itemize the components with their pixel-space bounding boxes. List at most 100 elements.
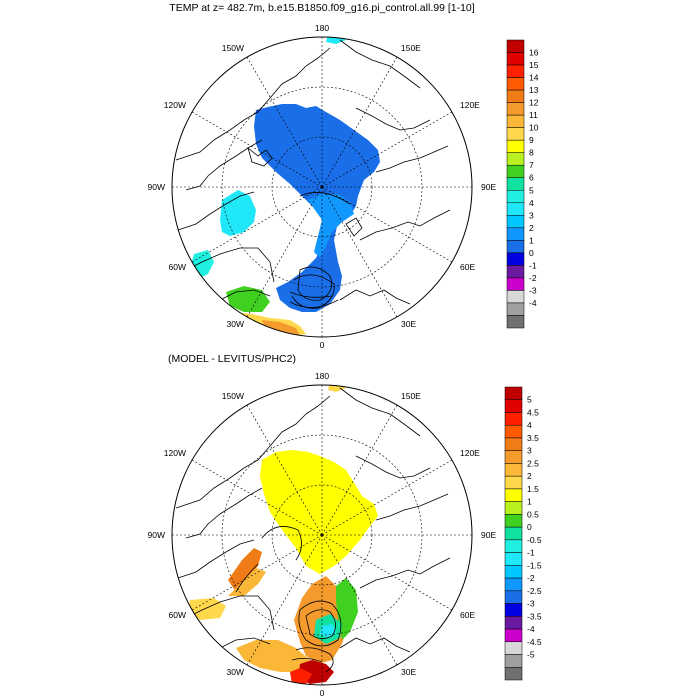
colorbar-label: -4.5 xyxy=(527,637,542,647)
colorbar-swatch xyxy=(506,102,525,116)
difference-region-yellow xyxy=(260,450,378,574)
colorbar-swatch xyxy=(504,424,523,439)
colorbar-label: -1 xyxy=(529,260,537,270)
longitude-labels: 180 150E 120E 90E 60E 30E 0 30W 60W 90W … xyxy=(148,23,497,350)
colorbar-swatch xyxy=(504,488,523,502)
colorbar-swatch xyxy=(504,565,523,579)
longitude-labels: 180 150E 120E 90E 60E 30E 0 30W 60W 90W … xyxy=(148,371,497,698)
colorbar-swatch xyxy=(504,667,523,681)
colorbar-swatch xyxy=(506,252,525,266)
colorbar-label: -2 xyxy=(527,573,535,583)
colorbar-swatch xyxy=(506,215,525,229)
colorbar-swatch xyxy=(504,437,523,451)
lon-label: 180 xyxy=(315,371,329,381)
lon-label: 60W xyxy=(169,610,186,620)
colorbar-swatch xyxy=(504,399,523,413)
colorbar-label: 15 xyxy=(529,60,539,70)
temperature-region-green xyxy=(226,286,270,312)
lon-label: 30E xyxy=(401,667,416,677)
difference-region-light-orange-band xyxy=(236,640,310,672)
colorbar-label: -4 xyxy=(529,298,537,308)
colorbar-swatch xyxy=(504,577,523,592)
colorbar-swatch xyxy=(506,77,525,91)
colorbar-label: -3 xyxy=(527,599,535,609)
difference-region-orange-west xyxy=(228,548,262,592)
colorbar-swatch xyxy=(506,152,525,166)
lon-label: 180 xyxy=(315,23,329,33)
lon-label: 120W xyxy=(164,100,186,110)
colorbar-swatch xyxy=(506,127,525,141)
colorbar-label: -1 xyxy=(527,548,535,558)
lon-label: 30E xyxy=(401,319,416,329)
colorbar-label: 4 xyxy=(527,420,532,430)
colorbar-label: 12 xyxy=(529,98,539,108)
colorbar-label: 8 xyxy=(529,148,534,158)
temperature-region-light-blue xyxy=(308,194,354,258)
lon-label: 60E xyxy=(460,610,475,620)
map-boundary xyxy=(171,384,473,686)
colorbar-swatch xyxy=(506,139,525,153)
colorbar-label: 3 xyxy=(529,210,534,220)
lon-label: 60E xyxy=(460,262,475,272)
map-boundary xyxy=(171,36,473,338)
colorbar-swatch xyxy=(504,386,523,400)
colorbar-swatch xyxy=(506,227,525,241)
coastlines xyxy=(175,39,451,305)
colorbar-swatch xyxy=(506,39,525,53)
colorbar-swatch xyxy=(504,450,523,464)
colorbar-swatch xyxy=(506,164,525,178)
lon-label: 60W xyxy=(169,262,186,272)
colorbar-swatch xyxy=(504,628,523,643)
colorbar-label: 3.5 xyxy=(527,433,539,443)
graticule xyxy=(172,37,472,337)
colorbar-label: 6 xyxy=(529,173,534,183)
lon-label: 0 xyxy=(320,340,325,350)
colorbar-swatch xyxy=(506,202,525,216)
colorbar-swatch xyxy=(504,412,523,426)
lon-label: 90E xyxy=(481,530,496,540)
data-field xyxy=(175,385,451,684)
colorbar-label: 3 xyxy=(527,446,532,456)
colorbar-swatch xyxy=(506,89,525,103)
lon-label: 30W xyxy=(227,667,244,677)
colorbar-swatch xyxy=(504,463,523,477)
colorbar-swatch xyxy=(506,302,525,316)
colorbar-label: -1.5 xyxy=(527,560,542,570)
colorbar-swatch xyxy=(506,265,525,279)
colorbar-swatch xyxy=(504,526,523,541)
difference-region-red-light xyxy=(290,668,312,684)
colorbar-label: 16 xyxy=(529,48,539,58)
lon-label: 120E xyxy=(460,448,480,458)
colorbar-label: 1.5 xyxy=(527,484,539,494)
lon-label: 150E xyxy=(401,43,421,53)
colorbar-label: 5 xyxy=(527,395,532,405)
colorbar-label: -2.5 xyxy=(527,586,542,596)
colorbar-label: 11 xyxy=(529,110,538,120)
lon-label: 90W xyxy=(148,182,165,192)
colorbar-swatch xyxy=(506,277,525,291)
lon-label: 150E xyxy=(401,391,421,401)
colorbar-swatch xyxy=(506,190,525,204)
data-field xyxy=(175,37,451,336)
colorbar-swatch xyxy=(506,52,525,66)
temperature-region-cyan xyxy=(220,190,256,236)
lon-label: 90E xyxy=(481,182,496,192)
colorbar-label: 10 xyxy=(529,123,539,133)
lon-label: 120W xyxy=(164,448,186,458)
colorbar-swatch xyxy=(504,654,523,668)
colorbar-label: -0.5 xyxy=(527,535,542,545)
panel-title: (MODEL - LEVITUS/PHC2) xyxy=(168,353,296,365)
colorbar-swatch xyxy=(504,603,523,617)
colorbar-swatch xyxy=(504,514,523,528)
lon-label: 90W xyxy=(148,530,165,540)
colorbar-swatch xyxy=(506,64,525,78)
colorbar-label: 2 xyxy=(529,223,534,233)
lon-label: 150W xyxy=(222,43,244,53)
colorbar-swatch xyxy=(506,290,525,304)
lon-label: 30W xyxy=(227,319,244,329)
contour-lines xyxy=(289,192,351,309)
colorbar: 5 4.5 4 3.5 3 2.5 2 1.5 1 0.5 0 -0.5 -1 -1.5 -2 -2.5 -3 -… xyxy=(504,386,542,681)
colorbar-swatch xyxy=(504,641,523,655)
